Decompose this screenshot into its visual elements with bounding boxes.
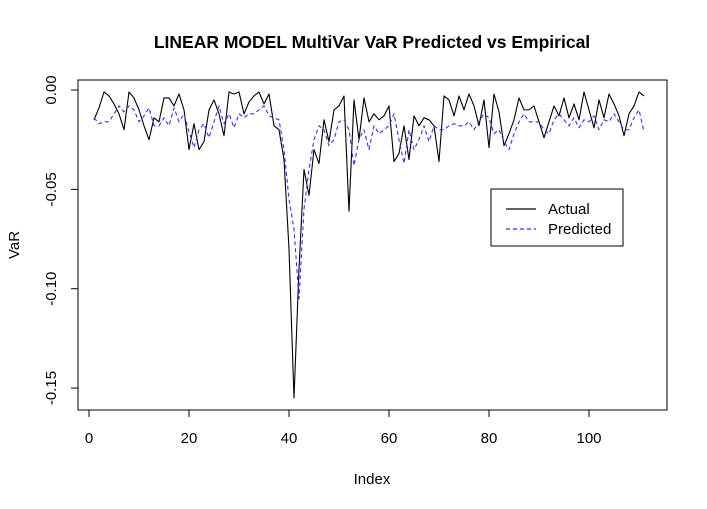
y-tick-label: 0.00	[43, 75, 60, 104]
legend-label-actual: Actual	[548, 201, 590, 218]
y-axis-label: VaR	[6, 231, 23, 259]
series-line-actual	[93, 91, 645, 399]
legend: Actual Predicted	[490, 188, 624, 247]
y-tick-label: -0.15	[43, 371, 60, 405]
x-tick-label: 0	[85, 430, 93, 447]
x-axis: 0 20 40 60 80 100	[85, 409, 602, 447]
x-tick-label: 100	[576, 430, 601, 447]
x-tick-label: 20	[181, 430, 198, 447]
y-axis: 0.00 -0.05 -0.10 -0.15	[43, 75, 79, 405]
legend-box	[490, 188, 624, 247]
x-tick-label: 40	[281, 430, 298, 447]
series-line-predicted	[93, 105, 645, 300]
x-axis-label: Index	[354, 471, 391, 488]
series-layer	[93, 91, 645, 399]
chart-title: LINEAR MODEL MultiVar VaR Predicted vs E…	[154, 32, 590, 52]
x-tick-label: 80	[481, 430, 498, 447]
y-tick-label: -0.05	[43, 172, 60, 206]
y-tick-label: -0.10	[43, 272, 60, 306]
legend-label-predicted: Predicted	[548, 221, 611, 238]
x-tick-label: 60	[381, 430, 398, 447]
